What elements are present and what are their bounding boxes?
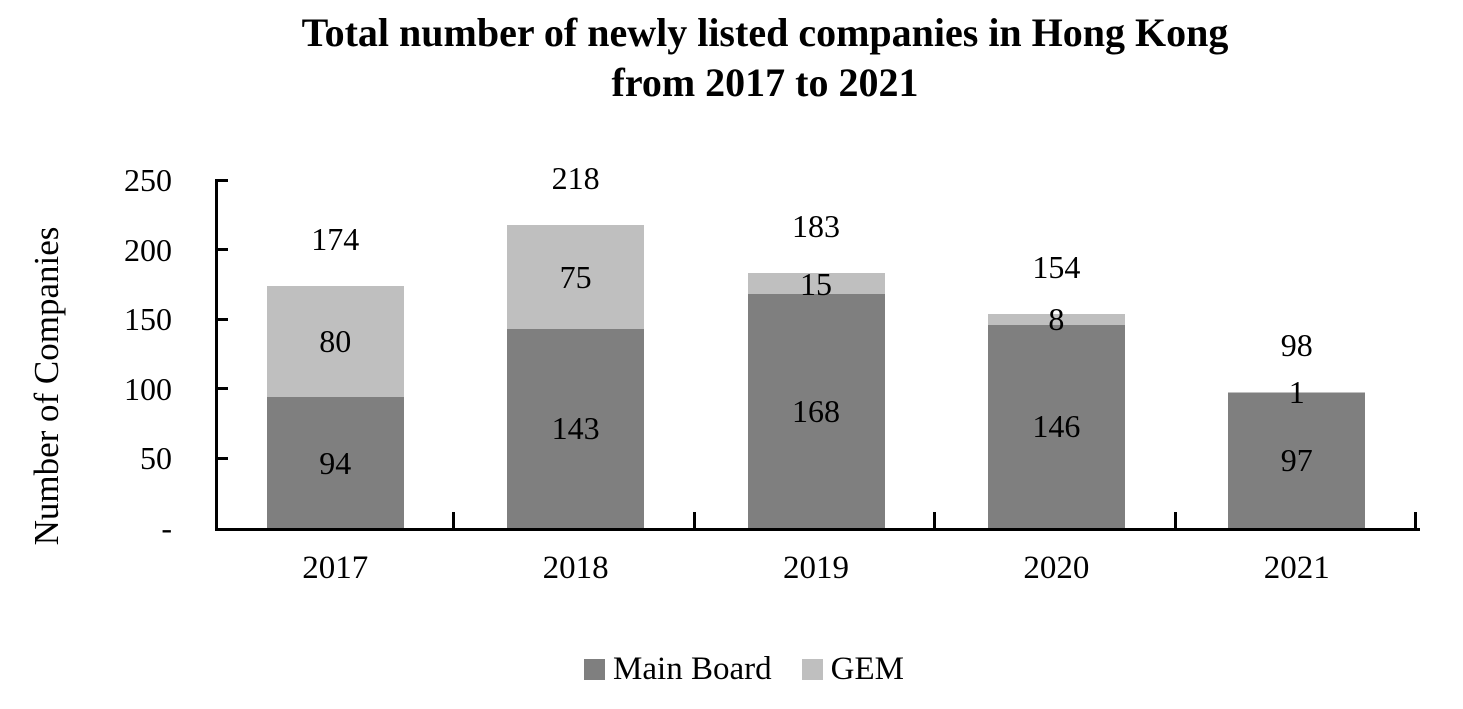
bar-label-gem: 80 xyxy=(319,323,352,360)
chart-title: Total number of newly listed companies i… xyxy=(65,8,1463,108)
x-axis-label: 2018 xyxy=(542,550,609,586)
bar-segment-main-board xyxy=(507,328,645,528)
bar-label-gem: 1 xyxy=(1288,374,1305,411)
x-axis-line xyxy=(215,528,1420,531)
x-axis-label: 2019 xyxy=(782,550,849,586)
bar-total-label: 183 xyxy=(792,208,840,245)
bar-label-gem: 15 xyxy=(800,265,832,302)
y-tick xyxy=(215,456,228,460)
bar-label-gem: 75 xyxy=(559,258,592,295)
x-axis-label: 2017 xyxy=(302,550,369,586)
y-tick xyxy=(215,317,228,321)
legend-label-gem: GEM xyxy=(830,651,904,687)
bar-total-label: 98 xyxy=(1280,326,1313,363)
bar-segment-gem xyxy=(507,224,645,329)
y-tick-label: 250 xyxy=(124,162,172,198)
bar-label-main-board: 143 xyxy=(551,410,600,447)
x-tick xyxy=(1414,512,1417,528)
bar-total-label: 218 xyxy=(551,159,600,196)
bar-segment-gem xyxy=(747,273,885,295)
legend-label-main-board: Main Board xyxy=(613,651,772,687)
y-tick xyxy=(215,178,228,182)
legend-swatch-main-board-icon xyxy=(584,658,606,680)
legend-item-gem: GEM xyxy=(801,648,904,690)
x-tick xyxy=(1173,512,1177,528)
x-axis-label: 2021 xyxy=(1263,550,1330,586)
bar-segment-gem xyxy=(266,285,404,398)
x-tick xyxy=(452,512,456,528)
chart-title-line1: Total number of newly listed companies i… xyxy=(301,10,1229,55)
x-axis-label: 2020 xyxy=(1023,550,1090,586)
y-tick-label: - xyxy=(161,510,172,546)
plot-area: 94 80 174 143 75 218 168 15 183 146 8 154 97 1 98 xyxy=(215,162,1417,528)
legend-item-main-board: Main Board xyxy=(584,648,772,690)
bar-segment-main-board xyxy=(266,397,404,528)
bar-segment-gem xyxy=(987,313,1125,325)
bar-label-gem: 8 xyxy=(1048,301,1065,338)
bar-total-label: 154 xyxy=(1032,248,1081,285)
bar-label-main-board: 94 xyxy=(319,444,352,481)
y-axis-line xyxy=(215,180,218,531)
legend: Main Board GEM xyxy=(25,648,1463,690)
bar-segment-main-board xyxy=(747,294,885,528)
bar-label-main-board: 168 xyxy=(792,393,840,430)
legend-swatch-gem-icon xyxy=(801,658,823,680)
y-tick xyxy=(215,248,228,252)
chart-title-line2: from 2017 to 2021 xyxy=(611,60,919,105)
bar-label-main-board: 146 xyxy=(1032,408,1081,445)
y-tick-label: 150 xyxy=(124,301,172,338)
y-tick-label: 100 xyxy=(124,370,172,407)
y-tick xyxy=(215,387,228,391)
y-tick-label: 50 xyxy=(140,440,172,477)
x-tick xyxy=(692,512,696,528)
bar-segment-gem xyxy=(1228,391,1366,393)
y-tick-label: 200 xyxy=(124,231,172,268)
x-tick xyxy=(933,512,937,528)
bar-total-label: 174 xyxy=(311,220,360,257)
bar-label-main-board: 97 xyxy=(1280,442,1313,479)
bar-segment-main-board xyxy=(987,324,1125,528)
bar-segment-main-board xyxy=(1228,392,1366,528)
